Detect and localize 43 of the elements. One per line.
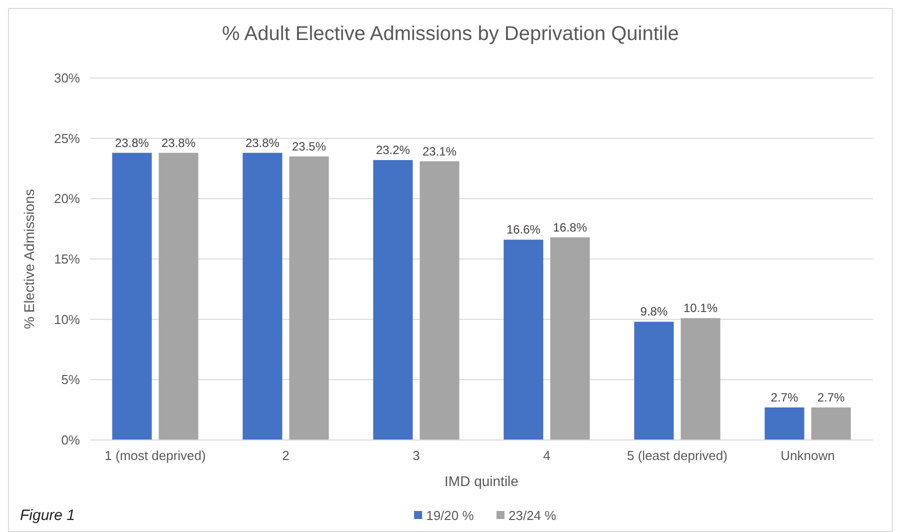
- bar: [158, 152, 198, 440]
- x-axis-title: IMD quintile: [444, 473, 519, 489]
- bar: [420, 161, 460, 440]
- bar: [811, 407, 851, 440]
- bar: [634, 322, 674, 440]
- data-label: 23.2%: [376, 143, 410, 158]
- bar: [373, 160, 413, 440]
- bar: [112, 152, 152, 440]
- data-label: 2.7%: [817, 390, 846, 404]
- y-axis-title: % Elective Admissions: [21, 188, 37, 330]
- bar: [764, 407, 804, 440]
- data-label: 2.7%: [770, 390, 798, 404]
- legend-label: 23/24 %: [508, 508, 557, 523]
- y-tick-label: 20%: [54, 191, 80, 206]
- bar: [680, 318, 720, 440]
- bar: [289, 156, 329, 440]
- data-label: 23.8%: [162, 136, 196, 150]
- y-tick-label: 15%: [54, 252, 80, 267]
- y-tick-label: 10%: [54, 312, 80, 327]
- data-label: 23.8%: [245, 136, 280, 150]
- y-tick-label: 0%: [61, 432, 80, 448]
- data-label: 16.8%: [553, 220, 588, 234]
- x-tick-label: 5 (least deprived): [627, 448, 728, 463]
- data-label: 23.8%: [114, 136, 150, 150]
- bar: [242, 152, 282, 440]
- x-tick-label: 1 (most deprived): [104, 448, 206, 463]
- data-label: 23.1%: [422, 144, 457, 158]
- caption: Figure 1: [20, 507, 76, 524]
- x-tick-label: 2: [282, 448, 290, 463]
- bar: [504, 240, 544, 440]
- y-tick-label: 30%: [54, 70, 80, 86]
- legend-label: 19/20 %: [426, 508, 474, 523]
- x-tick-label: 3: [412, 448, 420, 463]
- x-tick-label: 4: [543, 448, 550, 463]
- x-tick-label: Unknown: [780, 448, 835, 463]
- data-label: 10.1%: [684, 301, 718, 316]
- y-tick-label: 25%: [54, 130, 80, 146]
- data-label: 16.6%: [506, 222, 541, 237]
- bar: [550, 237, 590, 440]
- y-tick-label: 5%: [61, 372, 80, 388]
- data-label: 23.5%: [292, 139, 326, 154]
- data-label: 9.8%: [640, 304, 668, 319]
- chart-title: % Adult Elective Admissions by Deprivation Quintile: [222, 23, 679, 45]
